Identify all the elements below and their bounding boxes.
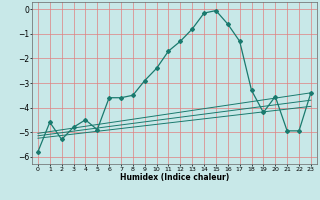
X-axis label: Humidex (Indice chaleur): Humidex (Indice chaleur) <box>120 173 229 182</box>
